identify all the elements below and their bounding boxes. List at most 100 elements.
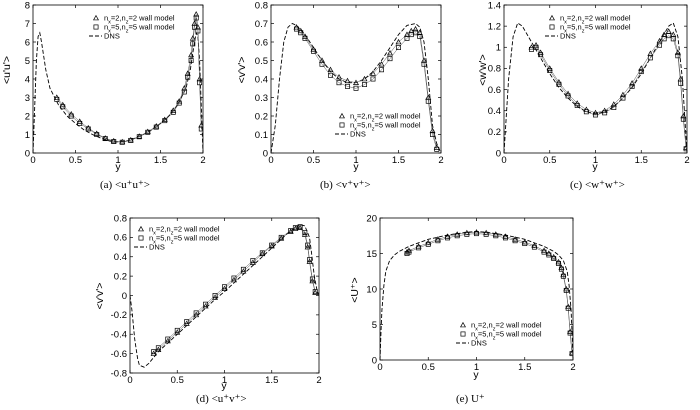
marker-nx5-square (657, 42, 663, 48)
marker-nx2-triangle (395, 38, 402, 45)
marker-nx5-square (128, 137, 134, 143)
legend-entry-nx5: nx=5,nz=5 wall model (560, 23, 631, 35)
chart-panel-b: 0 0.5 1 1.5 2 0 0.1 0.2 0.3 0.4 0.5 0.6 0.7 0.8 y <v'v'… (236, 0, 444, 191)
marker-nx5-square (193, 310, 199, 316)
y-tick-label: 0.2 (255, 111, 268, 122)
marker-nx5-square (445, 235, 451, 241)
legend-entry-nx5: nx=5,nz=5 wall model (104, 23, 175, 35)
x-tick-label: 0 (30, 155, 35, 166)
marker-nx5-square (406, 249, 412, 255)
marker-nx5-square (425, 98, 431, 104)
x-axis-label: y (353, 161, 359, 173)
series-dns-line (504, 22, 687, 153)
x-tick-label: 0.5 (543, 155, 556, 166)
y-tick-label: 0.1 (255, 130, 268, 141)
marker-nx5-square (670, 36, 676, 42)
x-tick-label: 0 (377, 362, 382, 373)
y-tick-label: 20 (366, 213, 377, 224)
legend-square-icon (460, 331, 466, 337)
marker-nx5-square (503, 235, 508, 241)
marker-nx2-triangle (483, 229, 490, 236)
marker-nx5-square (583, 109, 589, 115)
legend-square-icon (93, 24, 99, 30)
x-tick-label: 2 (438, 155, 443, 166)
y-tick-label: 0 (372, 355, 377, 366)
marker-nx2-triangle (492, 231, 499, 237)
marker-nx2-triangle (189, 35, 196, 41)
marker-nx5-square (345, 83, 350, 89)
y-tick-label: 0 (122, 291, 127, 302)
marker-nx5-square (425, 241, 431, 247)
marker-nx2-triangle (425, 239, 432, 246)
marker-nx2-triangle (188, 51, 195, 58)
marker-nx2-triangle (174, 329, 181, 335)
y-tick-label: 0.8 (114, 213, 127, 224)
x-tick-label: 0.5 (422, 362, 435, 373)
marker-nx2-triangle (297, 224, 304, 230)
marker-nx5-square (528, 46, 534, 52)
y-tick-label: -0.4 (111, 330, 127, 341)
x-tick-label: 2 (316, 375, 321, 386)
marker-nx2-triangle (683, 144, 687, 150)
y-tick-label: 0.6 (114, 233, 127, 244)
marker-nx5-square (602, 110, 608, 116)
marker-nx5-square (85, 126, 91, 132)
series-nx5-line (153, 226, 316, 352)
marker-nx5-square (94, 132, 100, 137)
marker-nx2-triangle (202, 303, 209, 309)
marker-nx5-square (387, 56, 393, 62)
x-tick-label: 1.5 (265, 375, 278, 386)
marker-nx2-triangle (512, 236, 519, 242)
y-tick-label: 5 (25, 56, 30, 67)
marker-nx2-triangle (85, 124, 92, 131)
marker-nx2-triangle (387, 49, 393, 56)
marker-nx5-square (102, 136, 108, 142)
y-tick-label: 1 (25, 130, 30, 141)
marker-nx5-square (531, 244, 537, 250)
y-tick-label: -0.6 (111, 349, 127, 360)
y-tick-label: 4 (25, 74, 30, 85)
y-axis-label: <U⁺> (349, 277, 361, 302)
legend-entry-nx2: nx=2,nz=2 wall model (471, 321, 542, 333)
plot-area (504, 22, 687, 153)
marker-nx5-square (434, 146, 440, 152)
legend-square-icon (339, 122, 345, 128)
marker-nx5-square (678, 80, 684, 86)
panel-caption: (c) <w⁺w⁺> (570, 179, 625, 191)
marker-nx2-triangle (674, 49, 681, 55)
marker-nx5-square (195, 28, 201, 34)
legend-triangle-icon (460, 321, 466, 328)
marker-nx5-square (151, 349, 157, 355)
series-nx5-line (531, 35, 687, 149)
marker-nx2-triangle (183, 320, 190, 326)
y-tick-label: 0.3 (255, 93, 268, 104)
y-tick-label: 0.8 (255, 0, 268, 11)
marker-nx2-triangle (361, 75, 368, 82)
marker-nx5-square (413, 30, 418, 36)
series-nx2-line (153, 227, 316, 354)
marker-nx2-triangle (454, 231, 461, 237)
panel-caption: (a) <u⁺u⁺> (100, 179, 150, 191)
marker-nx5-square (379, 67, 384, 73)
marker-nx5-square (683, 146, 687, 152)
legend-entry-nx2: nx=2,nz=2 wall model (104, 14, 175, 26)
y-tick-label: 0.4 (255, 74, 268, 85)
marker-nx5-square (185, 74, 191, 80)
y-tick-label: 10 (366, 284, 377, 295)
marker-nx5-square (176, 100, 182, 106)
marker-nx5-square (170, 109, 176, 115)
y-tick-label: 8 (25, 0, 30, 11)
marker-nx5-square (307, 257, 313, 263)
x-tick-label: 2 (684, 155, 689, 166)
marker-nx2-triangle (93, 130, 100, 136)
marker-nx5-square (203, 301, 209, 307)
y-tick-label: 2 (25, 111, 30, 122)
legend-triangle-icon (93, 14, 99, 21)
y-tick-label: 1 (496, 43, 501, 54)
x-tick-label: 1 (353, 155, 358, 166)
marker-nx5-square (483, 231, 489, 237)
marker-nx5-square (396, 45, 401, 51)
x-tick-label: 0.5 (307, 155, 320, 166)
marker-nx5-square (556, 260, 561, 266)
